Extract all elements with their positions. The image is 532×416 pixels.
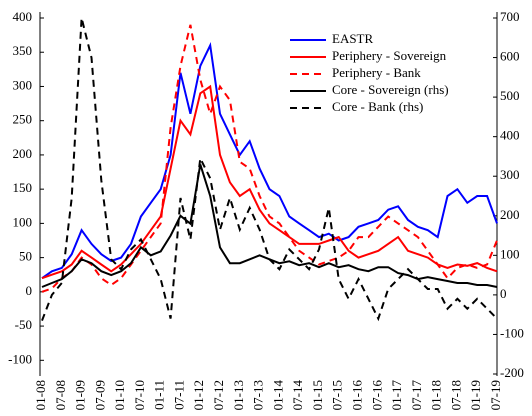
series-line xyxy=(41,84,498,280)
series-line xyxy=(41,17,498,322)
y-tick-label: 300 xyxy=(13,77,33,92)
y-tick-label: 250 xyxy=(13,112,33,127)
y2-tick-label: 600 xyxy=(500,49,520,64)
series-line xyxy=(41,164,498,288)
x-tick-label: 07-16 xyxy=(369,380,384,411)
x-tick-label: 01-11 xyxy=(152,380,167,410)
y-tick-label: -100 xyxy=(8,351,32,366)
y-tick-label: 100 xyxy=(13,214,33,229)
x-tick-label: 07-15 xyxy=(330,380,345,410)
x-tick-label: 01-15 xyxy=(310,380,325,410)
x-tick-label: 07-13 xyxy=(251,380,266,410)
y2-tick-label: 500 xyxy=(500,88,520,103)
y2-tick-label: 200 xyxy=(500,207,520,222)
x-tick-label: 01-18 xyxy=(429,380,444,410)
x-tick-label: 01-09 xyxy=(73,380,88,410)
x-tick-label: 01-16 xyxy=(350,380,365,411)
y2-tick-label: 700 xyxy=(500,9,520,24)
x-tick-label: 07-12 xyxy=(211,380,226,410)
y2-tick-label: 100 xyxy=(500,246,520,261)
y-tick-label: 400 xyxy=(13,9,33,24)
x-tick-label: 01-13 xyxy=(231,380,246,410)
y-tick-label: 200 xyxy=(13,146,33,161)
x-tick-label: 07-08 xyxy=(53,380,68,410)
y2-tick-label: -100 xyxy=(500,325,524,340)
y-tick-label: 0 xyxy=(26,283,33,298)
y2-tick-label: 400 xyxy=(500,128,520,143)
x-tick-label: 07-19 xyxy=(488,380,503,410)
x-tick-label: 01-14 xyxy=(270,380,285,411)
legend-label: Periphery - Sovereign xyxy=(332,48,447,63)
y-tick-label: -50 xyxy=(15,317,32,332)
y-tick-label: 150 xyxy=(13,180,33,195)
x-tick-label: 07-10 xyxy=(132,380,147,410)
x-tick-label: 01-17 xyxy=(389,380,404,411)
legend-label: Core - Sovereign (rhs) xyxy=(332,82,449,97)
x-tick-label: 01-08 xyxy=(33,380,48,410)
legend-label: Core - Bank (rhs) xyxy=(332,99,423,114)
legend-label: Periphery - Bank xyxy=(332,65,421,80)
x-tick-label: 07-11 xyxy=(171,380,186,410)
y2-tick-label: 0 xyxy=(500,286,507,301)
series-line xyxy=(41,24,498,293)
y-tick-label: 50 xyxy=(19,249,32,264)
y2-tick-label: -200 xyxy=(500,365,524,380)
series-line xyxy=(41,42,498,280)
x-tick-label: 07-17 xyxy=(409,380,424,411)
legend-label: EASTR xyxy=(332,31,374,46)
x-tick-label: 07-14 xyxy=(290,380,305,411)
x-tick-label: 01-12 xyxy=(191,380,206,410)
y2-tick-label: 300 xyxy=(500,167,520,182)
x-tick-label: 07-09 xyxy=(92,380,107,410)
y-tick-label: 350 xyxy=(13,43,33,58)
x-tick-label: 07-18 xyxy=(448,380,463,410)
x-tick-label: 01-19 xyxy=(468,380,483,410)
x-tick-label: 01-10 xyxy=(112,380,127,410)
